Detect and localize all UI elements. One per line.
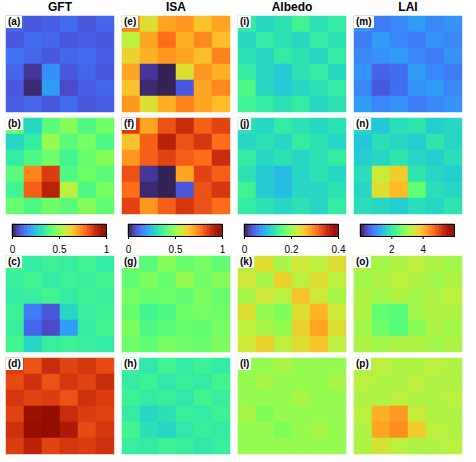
svg-text:4: 4 <box>420 244 426 254</box>
svg-text:1: 1 <box>220 244 226 254</box>
svg-text:0: 0 <box>10 244 16 254</box>
html-text:(j): (j) <box>240 118 250 129</box>
svg-text:2: 2 <box>389 244 395 254</box>
svg-text:0.2: 0.2 <box>285 244 299 254</box>
html-text:(a): (a) <box>8 16 21 27</box>
html-text:(p): (p) <box>356 358 369 369</box>
html-text:(k): (k) <box>240 256 253 267</box>
html-text:(c): (c) <box>8 256 21 267</box>
html-text:GFT: GFT <box>48 0 72 14</box>
html-text:(e): (e) <box>124 16 137 27</box>
svg-text:0.5: 0.5 <box>53 244 67 254</box>
svg-text:0: 0 <box>126 244 132 254</box>
html-text:ISA: ISA <box>166 0 186 14</box>
html-text:(h): (h) <box>124 358 137 369</box>
html-text:(g): (g) <box>124 256 137 267</box>
svg-text:1: 1 <box>104 244 110 254</box>
svg-text:0: 0 <box>242 244 248 254</box>
svg-text:0.5: 0.5 <box>169 244 183 254</box>
html-text:(d): (d) <box>8 358 21 369</box>
html-text:LAI: LAI <box>398 0 418 14</box>
html-text:(o): (o) <box>356 256 369 267</box>
html-text:(l): (l) <box>240 358 250 369</box>
html-text:(i): (i) <box>240 16 250 27</box>
html-text:(b): (b) <box>8 118 21 129</box>
html-text:Albedo: Albedo <box>271 0 313 14</box>
svg-text:0.4: 0.4 <box>332 244 346 254</box>
html-text:(f): (f) <box>124 118 134 129</box>
html-text:(n): (n) <box>356 118 369 129</box>
html-text:(m): (m) <box>356 16 372 27</box>
